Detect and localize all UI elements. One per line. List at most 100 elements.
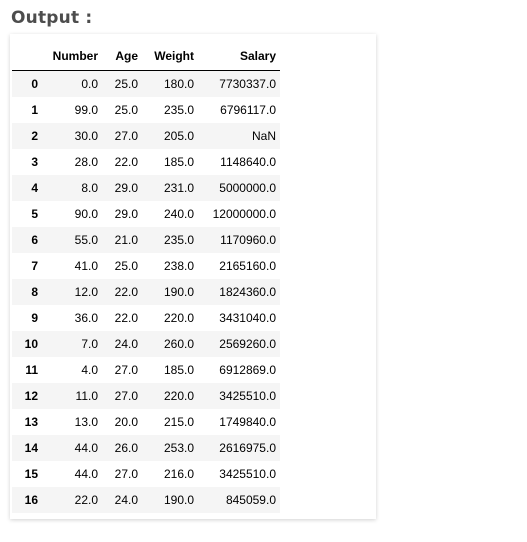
row-index-label: 13 xyxy=(24,415,38,429)
cell-number: 99.0 xyxy=(74,103,98,117)
cell-number: 7.0 xyxy=(81,337,98,351)
cell-weight: 238.0 xyxy=(163,259,194,273)
cell-weight: 253.0 xyxy=(163,441,194,455)
table-row: 10 7.0 24.0 260.0 2569260.0 xyxy=(12,331,280,357)
cell-salary: 7730337.0 xyxy=(219,77,276,91)
cell-salary: 845059.0 xyxy=(225,493,276,507)
cell-age: 27.0 xyxy=(114,129,138,143)
row-index: 7 xyxy=(12,253,40,279)
table-row: 16 22.0 24.0 190.0 845059.0 xyxy=(12,487,280,513)
row-index-label: 6 xyxy=(31,233,38,247)
cell-age: 25.0 xyxy=(114,103,138,117)
cell-weight: 216.0 xyxy=(163,467,194,481)
row-index: 16 xyxy=(12,487,40,513)
row-index-label: 8 xyxy=(31,285,38,299)
cell-age: 22.0 xyxy=(114,311,138,325)
cell-salary: 3431040.0 xyxy=(219,311,276,325)
row-index-label: 5 xyxy=(31,207,38,221)
cell-number: 11.0 xyxy=(75,389,98,403)
cell-number: 13.0 xyxy=(74,415,98,429)
cell-salary: 2165160.0 xyxy=(219,259,276,273)
index-header xyxy=(12,42,40,71)
row-index: 13 xyxy=(12,409,40,435)
table-row: 1 99.0 25.0 235.0 6796117.0 xyxy=(12,97,280,123)
cell-weight: 185.0 xyxy=(163,155,194,169)
table-row: 3 28.0 22.0 185.0 1148640.0 xyxy=(12,149,280,175)
table-row: 2 30.0 27.0 205.0 NaN xyxy=(12,123,280,149)
cell-age: 25.0 xyxy=(114,77,138,91)
cell-weight: 215.0 xyxy=(163,415,194,429)
cell-salary: NaN xyxy=(251,129,276,143)
row-index: 1 xyxy=(12,97,40,123)
column-header-salary: Salary xyxy=(198,42,280,71)
row-index: 3 xyxy=(12,149,40,175)
row-index-label: 3 xyxy=(31,155,38,169)
row-index-label: 9 xyxy=(31,311,38,325)
table-row: 14 44.0 26.0 253.0 2616975.0 xyxy=(12,435,280,461)
row-index: 4 xyxy=(12,175,40,201)
cell-number: 44.0 xyxy=(74,467,98,481)
cell-number: 22.0 xyxy=(74,493,98,507)
column-header-age: Age xyxy=(102,42,142,71)
row-index: 6 xyxy=(12,227,40,253)
cell-salary: 2616975.0 xyxy=(219,441,276,455)
cell-number: 4.0 xyxy=(81,363,98,377)
table-header-row: Number Age Weight Salary xyxy=(12,42,280,71)
cell-weight: 235.0 xyxy=(163,233,194,247)
table-row: 7 41.0 25.0 238.0 2165160.0 xyxy=(12,253,280,279)
cell-number: 8.0 xyxy=(81,181,98,195)
row-index-label: 4 xyxy=(31,181,38,195)
cell-weight: 185.0 xyxy=(163,363,194,377)
table-row: 15 44.0 27.0 216.0 3425510.0 xyxy=(12,461,280,487)
cell-salary: 1148640.0 xyxy=(220,155,276,169)
row-index: 2 xyxy=(12,123,40,149)
cell-age: 29.0 xyxy=(114,181,138,195)
cell-number: 12.0 xyxy=(74,285,98,299)
cell-number: 36.0 xyxy=(74,311,98,325)
row-index-label: 10 xyxy=(24,337,38,351)
cell-age: 24.0 xyxy=(114,493,138,507)
cell-weight: 231.0 xyxy=(163,181,194,195)
cell-age: 24.0 xyxy=(114,337,138,351)
cell-age: 27.0 xyxy=(114,363,138,377)
table-row: 12 11.0 27.0 220.0 3425510.0 xyxy=(12,383,280,409)
table-row: 13 13.0 20.0 215.0 1749840.0 xyxy=(12,409,280,435)
row-index: 12 xyxy=(12,383,40,409)
row-index-label: 16 xyxy=(24,493,38,507)
cell-salary: 2569260.0 xyxy=(219,337,276,351)
dataframe-output-card: Number Age Weight Salary 0 0.0 25.0 180.0 77… xyxy=(10,34,376,519)
cell-age: 27.0 xyxy=(114,389,138,403)
cell-salary: 1170960.0 xyxy=(220,233,276,247)
row-index-label: 15 xyxy=(24,467,38,481)
row-index: 14 xyxy=(12,435,40,461)
table-row: 5 90.0 29.0 240.0 12000000.0 xyxy=(12,201,280,227)
column-header-number: Number xyxy=(40,42,102,71)
cell-age: 21.0 xyxy=(114,233,138,247)
row-index-label: 11 xyxy=(25,363,38,377)
cell-weight: 260.0 xyxy=(163,337,194,351)
cell-number: 90.0 xyxy=(74,207,98,221)
output-heading: Output : xyxy=(11,8,93,28)
cell-salary: 5000000.0 xyxy=(219,181,276,195)
cell-weight: 240.0 xyxy=(163,207,194,221)
row-index: 10 xyxy=(12,331,40,357)
cell-number: 44.0 xyxy=(74,441,98,455)
cell-weight: 235.0 xyxy=(163,103,194,117)
cell-number: 0.0 xyxy=(81,77,98,91)
cell-weight: 180.0 xyxy=(163,77,194,91)
table-row: 6 55.0 21.0 235.0 1170960.0 xyxy=(12,227,280,253)
table-row: 11 4.0 27.0 185.0 6912869.0 xyxy=(12,357,280,383)
cell-age: 22.0 xyxy=(114,155,138,169)
cell-number: 41.0 xyxy=(74,259,98,273)
cell-salary: 3425510.0 xyxy=(219,389,276,403)
dataframe-table: Number Age Weight Salary 0 0.0 25.0 180.0 77… xyxy=(12,42,280,513)
table-row: 4 8.0 29.0 231.0 5000000.0 xyxy=(12,175,280,201)
row-index: 0 xyxy=(12,71,40,98)
cell-salary: 12000000.0 xyxy=(212,207,276,221)
cell-weight: 205.0 xyxy=(163,129,194,143)
row-index: 11 xyxy=(12,357,40,383)
table-row: 0 0.0 25.0 180.0 7730337.0 xyxy=(12,70,280,98)
row-index-label: 2 xyxy=(31,129,38,143)
row-index: 9 xyxy=(12,305,40,331)
cell-weight: 190.0 xyxy=(163,493,194,507)
